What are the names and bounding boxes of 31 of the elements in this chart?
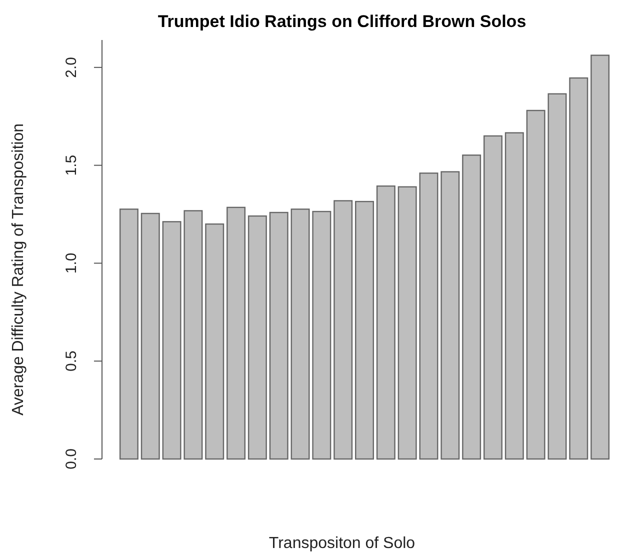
y-tick-label: 0.5 [63,350,80,372]
bar [355,200,374,460]
bar [440,171,460,460]
bar [334,200,353,460]
bar [419,172,438,460]
bar [483,135,502,460]
y-axis-title: Average Difficulty Rating of Transposition [10,123,27,416]
y-tick-label: 0.0 [63,448,80,470]
bar [162,221,182,460]
bar [590,54,610,460]
y-tick-label: 2.0 [63,56,80,78]
bar [569,77,588,460]
bar [184,210,203,460]
y-tick-label: 1.5 [63,154,80,176]
bar [119,208,138,460]
y-tick-label: 1.0 [63,252,80,274]
bar [140,212,160,460]
bar [248,215,267,460]
chart-title: Trumpet Idio Ratings on Clifford Brown Solos [158,12,526,31]
bar [526,110,546,460]
bar [205,223,224,460]
bar [312,210,332,460]
bar [462,154,482,460]
bar [548,93,567,460]
bar [226,206,246,460]
bar [504,132,524,460]
bar [376,185,396,460]
x-axis-title: Transpositon of Solo [268,535,416,552]
bar [269,212,288,460]
bar [398,186,417,460]
bar [290,208,310,460]
